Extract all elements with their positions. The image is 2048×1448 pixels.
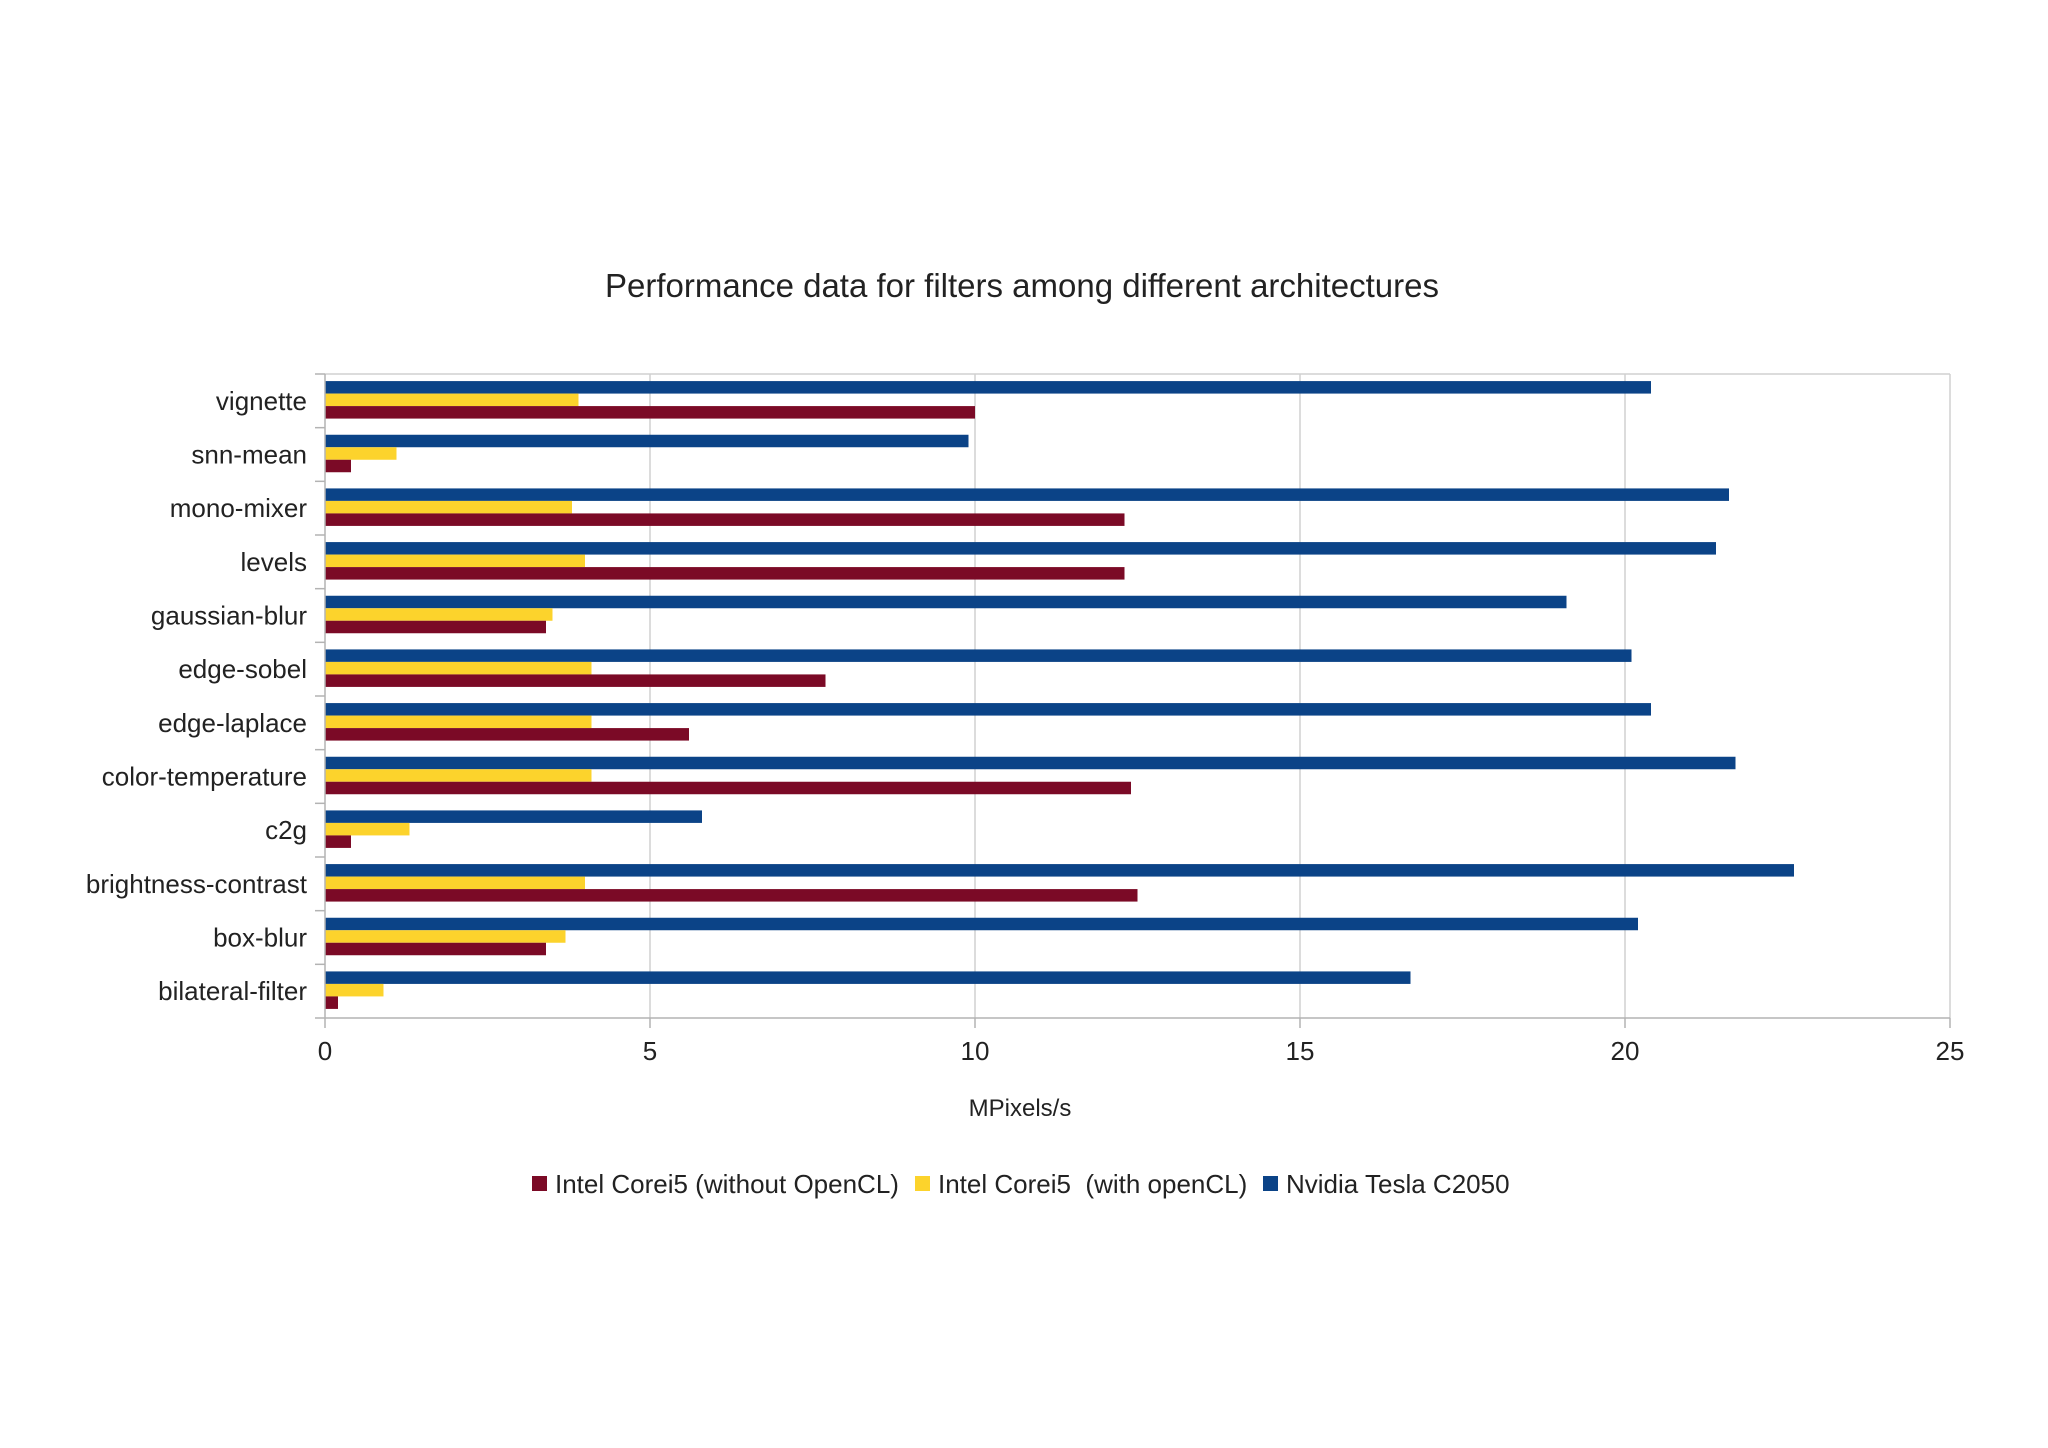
bar-mono-mixer-series-0 bbox=[325, 513, 1125, 526]
bar-snn-mean-series-0 bbox=[325, 459, 351, 473]
bar-bilateral-filter-series-0 bbox=[325, 996, 338, 1009]
bar-mono-mixer-series-1 bbox=[325, 500, 572, 514]
bar-edge-sobel-series-2 bbox=[325, 649, 1632, 662]
bar-edge-laplace-series-2 bbox=[325, 703, 1651, 716]
bar-color-temperature-series-0 bbox=[325, 781, 1131, 795]
x-tick-label: 15 bbox=[1286, 1036, 1315, 1066]
category-label-brightness-contrast: brightness-contrast bbox=[86, 869, 308, 899]
category-label-mono-mixer: mono-mixer bbox=[170, 493, 308, 523]
bar-edge-laplace-series-1 bbox=[325, 715, 592, 729]
bar-vignette-series-0 bbox=[325, 406, 975, 419]
bar-c2g-series-0 bbox=[325, 835, 351, 848]
legend-swatch-series-0 bbox=[532, 1176, 547, 1191]
bars-layer bbox=[325, 381, 1794, 1009]
x-tick-label: 10 bbox=[961, 1036, 990, 1066]
bar-c2g-series-1 bbox=[325, 822, 410, 836]
legend-label-series-2: Nvidia Tesla C2050 bbox=[1286, 1169, 1510, 1199]
bar-color-temperature-series-2 bbox=[325, 756, 1736, 770]
x-tick-label: 5 bbox=[643, 1036, 657, 1066]
bar-c2g-series-2 bbox=[325, 810, 702, 823]
bar-color-temperature-series-1 bbox=[325, 769, 592, 782]
chart-title: Performance data for filters among diffe… bbox=[605, 267, 1439, 304]
category-label-color-temperature: color-temperature bbox=[102, 762, 307, 792]
category-label-edge-sobel: edge-sobel bbox=[178, 654, 307, 684]
grid-layer bbox=[325, 373, 1951, 1018]
bar-box-blur-series-1 bbox=[325, 930, 566, 943]
bar-mono-mixer-series-2 bbox=[325, 488, 1729, 501]
bar-brightness-contrast-series-1 bbox=[325, 876, 585, 890]
category-label-levels: levels bbox=[241, 547, 307, 577]
bar-gaussian-blur-series-2 bbox=[325, 595, 1567, 609]
axes-layer: 0 5 10 15 20 25 vignette snn-mean mono-mixer leve… bbox=[86, 373, 1965, 1066]
bar-bilateral-filter-series-1 bbox=[325, 983, 384, 997]
legend-swatch-series-1 bbox=[915, 1176, 930, 1191]
category-label-c2g: c2g bbox=[265, 815, 307, 845]
x-tick-label: 25 bbox=[1936, 1036, 1965, 1066]
legend: Intel Corei5 (without OpenCL) Intel Corei… bbox=[532, 1169, 1510, 1199]
legend-swatch-series-2 bbox=[1263, 1176, 1278, 1191]
bar-levels-series-2 bbox=[325, 542, 1716, 555]
legend-label-series-1: Intel Corei5 (with openCL) bbox=[938, 1169, 1247, 1199]
category-label-gaussian-blur: gaussian-blur bbox=[151, 601, 307, 631]
bar-box-blur-series-0 bbox=[325, 942, 546, 956]
bar-vignette-series-2 bbox=[325, 381, 1651, 394]
bar-brightness-contrast-series-0 bbox=[325, 889, 1138, 902]
bar-levels-series-1 bbox=[325, 554, 585, 568]
bar-edge-sobel-series-1 bbox=[325, 661, 592, 675]
bar-brightness-contrast-series-2 bbox=[325, 864, 1794, 877]
bar-levels-series-0 bbox=[325, 567, 1125, 580]
category-label-vignette: vignette bbox=[216, 386, 307, 416]
category-label-box-blur: box-blur bbox=[213, 923, 307, 953]
category-label-edge-laplace: edge-laplace bbox=[158, 708, 307, 738]
category-label-bilateral-filter: bilateral-filter bbox=[158, 976, 307, 1006]
bar-vignette-series-1 bbox=[325, 393, 579, 407]
bar-snn-mean-series-1 bbox=[325, 447, 397, 460]
legend-label-series-0: Intel Corei5 (without OpenCL) bbox=[555, 1169, 899, 1199]
bar-snn-mean-series-2 bbox=[325, 434, 969, 448]
x-tick-label: 20 bbox=[1611, 1036, 1640, 1066]
bar-box-blur-series-2 bbox=[325, 917, 1638, 931]
category-label-snn-mean: snn-mean bbox=[191, 440, 307, 470]
bar-gaussian-blur-series-0 bbox=[325, 620, 546, 634]
x-tick-label: 0 bbox=[318, 1036, 332, 1066]
bar-bilateral-filter-series-2 bbox=[325, 971, 1411, 984]
bar-edge-sobel-series-0 bbox=[325, 674, 826, 687]
bar-edge-laplace-series-0 bbox=[325, 728, 689, 741]
x-axis-title: MPixels/s bbox=[969, 1095, 1072, 1122]
bar-gaussian-blur-series-1 bbox=[325, 608, 553, 621]
